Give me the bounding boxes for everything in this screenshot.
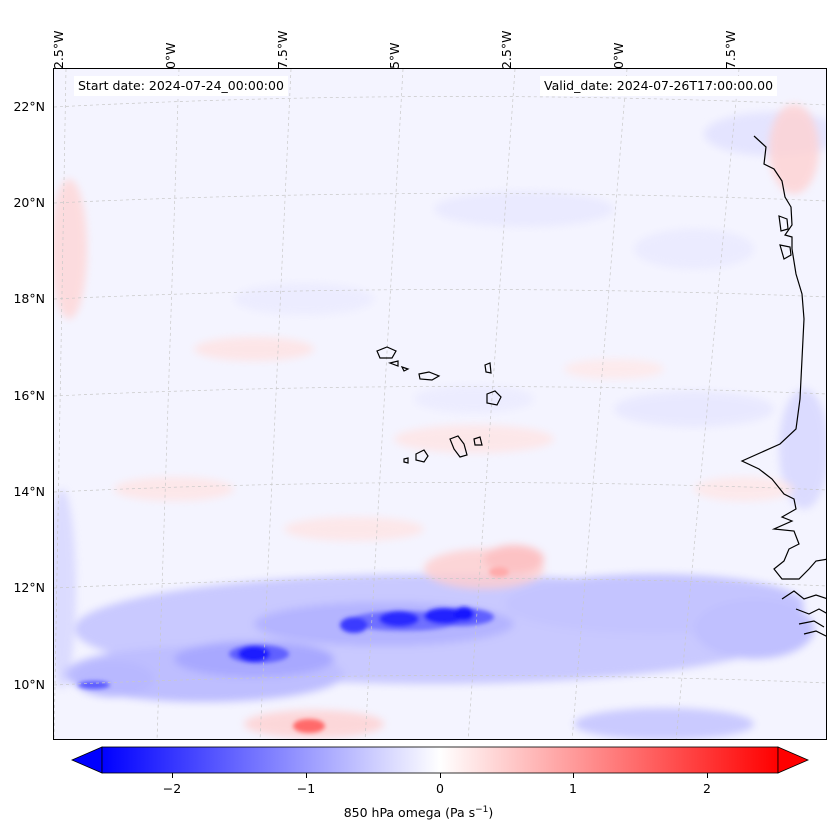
- colorbar-tick-1: 1: [569, 781, 577, 796]
- lat-label-14n: 14°N: [13, 484, 45, 499]
- colorbar-label-text: 850 hPa omega (Pa s: [343, 805, 476, 821]
- omega-map: [53, 68, 827, 740]
- colorbar-tick-neg1: −1: [296, 781, 316, 796]
- lat-label-10n: 10°N: [13, 677, 45, 692]
- colorbar-extend-min: [70, 746, 103, 774]
- colorbar-tick-mark: [440, 773, 441, 778]
- colorbar-tick-mark: [306, 773, 307, 778]
- colorbar-label-exponent: −1: [475, 805, 489, 815]
- lat-label-16n: 16°N: [13, 388, 45, 403]
- start-date-label: Start date: 2024-07-24_00:00:00: [74, 76, 288, 96]
- omega-field-svg: [54, 69, 826, 739]
- graticule: [54, 69, 826, 739]
- coastline: [376, 135, 826, 637]
- lat-label-12n: 12°N: [13, 580, 45, 595]
- colorbar-label-close: ): [488, 805, 494, 821]
- omega-field-negative: [54, 69, 826, 739]
- valid-date-label: Valid_date: 2024-07-26T17:00:00.00: [540, 76, 778, 96]
- colorbar-tick-0: 0: [436, 781, 444, 796]
- colorbar-label: 850 hPa omega (Pa s−1): [0, 805, 837, 820]
- colorbar-tick-mark: [172, 773, 173, 778]
- colorbar-tick-2: 2: [703, 781, 711, 796]
- colorbar-body: [101, 746, 779, 774]
- colorbar-tick-neg2: −2: [162, 781, 182, 796]
- colorbar: [70, 746, 810, 774]
- lat-label-22n: 22°N: [13, 99, 45, 114]
- colorbar-tick-mark: [573, 773, 574, 778]
- lat-label-20n: 20°N: [13, 195, 45, 210]
- colorbar-tick-mark: [707, 773, 708, 778]
- lat-label-18n: 18°N: [13, 291, 45, 306]
- omega-field-positive: [54, 104, 819, 738]
- colorbar-extend-max: [777, 746, 810, 774]
